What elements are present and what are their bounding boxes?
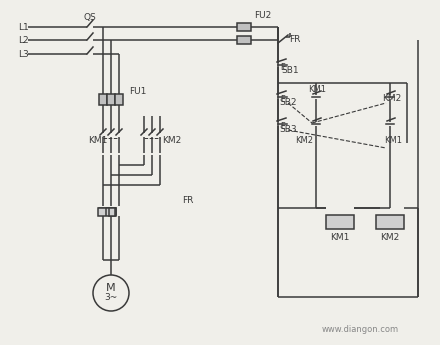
- Text: M: M: [106, 283, 116, 293]
- Text: SB2: SB2: [279, 98, 297, 107]
- Text: FU2: FU2: [254, 10, 271, 20]
- Bar: [326, 215, 354, 229]
- Text: L2: L2: [18, 36, 29, 45]
- Bar: [98, 208, 116, 216]
- Text: KM2: KM2: [382, 93, 402, 102]
- Bar: [237, 23, 251, 31]
- Text: KM1: KM1: [88, 136, 107, 145]
- Text: E: E: [281, 121, 286, 130]
- Text: L1: L1: [18, 22, 29, 31]
- Text: 3~: 3~: [104, 294, 117, 303]
- Text: QS: QS: [84, 12, 96, 21]
- Text: E: E: [281, 95, 286, 103]
- Bar: [237, 36, 251, 44]
- Text: KM2: KM2: [162, 136, 181, 145]
- Text: SB1: SB1: [281, 66, 299, 75]
- Text: KM2: KM2: [295, 136, 313, 145]
- Text: E: E: [281, 62, 286, 71]
- Text: FR: FR: [290, 34, 301, 43]
- Text: KM1: KM1: [330, 233, 350, 241]
- Text: FU1: FU1: [129, 87, 147, 96]
- Text: KM1: KM1: [308, 85, 326, 93]
- Bar: [107, 208, 116, 215]
- Bar: [107, 94, 115, 105]
- Text: www.diangon.com: www.diangon.com: [322, 325, 399, 334]
- Bar: [99, 94, 107, 105]
- Bar: [109, 208, 115, 216]
- Bar: [115, 94, 123, 105]
- Text: KM2: KM2: [380, 233, 400, 241]
- Bar: [99, 208, 108, 215]
- Bar: [376, 215, 404, 229]
- Text: FR: FR: [182, 196, 194, 205]
- Text: SB3: SB3: [279, 125, 297, 134]
- Text: KM1: KM1: [384, 136, 402, 145]
- Text: L3: L3: [18, 49, 29, 59]
